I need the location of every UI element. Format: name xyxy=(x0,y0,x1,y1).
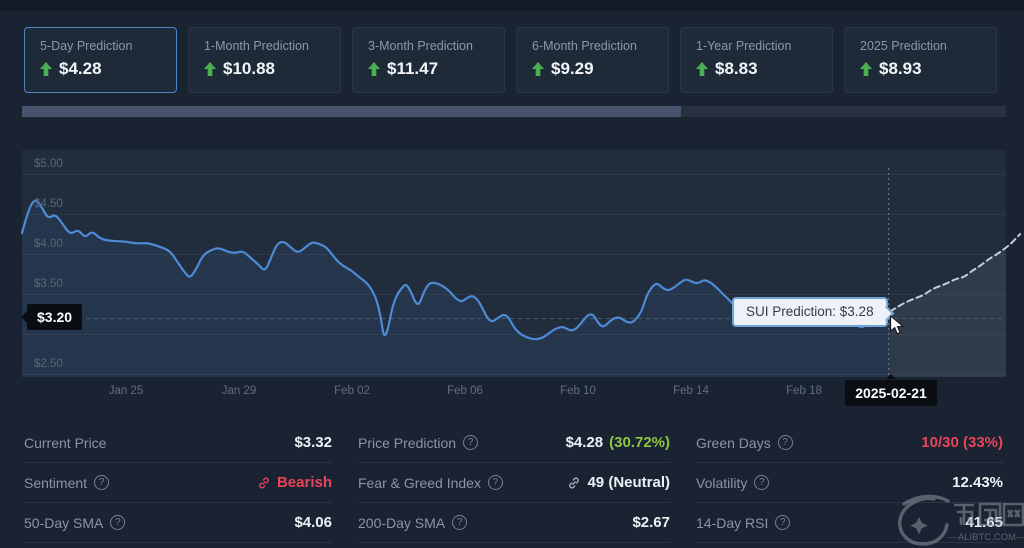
stat-value-link[interactable]: Bearish xyxy=(257,474,332,491)
svg-text:$2.50: $2.50 xyxy=(34,358,63,370)
card-value: $4.28 xyxy=(59,59,102,78)
chart-scrollbar-thumb[interactable] xyxy=(22,106,681,117)
card-label: 6-Month Prediction xyxy=(532,39,637,53)
up-arrow-icon xyxy=(532,62,544,76)
svg-text:Feb 14: Feb 14 xyxy=(673,385,709,397)
help-icon[interactable]: ? xyxy=(754,475,770,490)
stat-value: $4.06 xyxy=(294,514,332,531)
card-label: 3-Month Prediction xyxy=(368,39,473,53)
svg-text:$4.00: $4.00 xyxy=(34,238,63,250)
current-price-axis-tag: $3.20 xyxy=(20,304,83,330)
stat-14-day-rsi: 14-Day RSI? 41.65 xyxy=(696,503,1003,543)
card-label: 2025 Prediction xyxy=(860,39,947,53)
help-icon[interactable]: ? xyxy=(775,515,791,530)
stat-200-day-sma: 200-Day SMA? $2.67 xyxy=(358,503,670,543)
stat-fear-greed: Fear & Greed Index? 49 (Neutral) xyxy=(358,463,670,503)
stat-label: Sentiment xyxy=(24,474,88,491)
card-2025-prediction[interactable]: 2025 Prediction $8.93 xyxy=(844,27,997,93)
card-value: $8.93 xyxy=(879,59,922,78)
card-value: $8.83 xyxy=(715,59,758,78)
svg-text:Jan 25: Jan 25 xyxy=(109,385,144,397)
stat-value: $2.67 xyxy=(632,514,670,531)
card-label: 1-Month Prediction xyxy=(204,39,309,53)
help-icon[interactable]: ? xyxy=(110,515,126,530)
price-chart[interactable]: Jan 25 Jan 29 Feb 02 Feb 06 Feb 10 Feb 14 Feb … xyxy=(0,128,1024,418)
chart-scrollbar-track[interactable] xyxy=(22,106,1006,117)
up-arrow-icon xyxy=(204,62,216,76)
card-value: $9.29 xyxy=(551,59,594,78)
up-arrow-icon xyxy=(860,62,872,76)
top-strip xyxy=(0,0,1024,11)
stat-value: $3.32 xyxy=(294,434,332,451)
stat-label: Volatility xyxy=(696,474,748,491)
card-3-month-prediction[interactable]: 3-Month Prediction $11.47 xyxy=(352,27,505,93)
stat-label: 200-Day SMA xyxy=(358,514,446,531)
help-icon[interactable]: ? xyxy=(777,435,793,450)
stat-green-days: Green Days? 10/30 (33%) xyxy=(696,423,1003,463)
stat-label: Fear & Greed Index xyxy=(358,474,481,491)
help-icon[interactable]: ? xyxy=(463,435,479,450)
help-icon[interactable]: ? xyxy=(487,475,503,490)
svg-text:Feb 18: Feb 18 xyxy=(786,385,822,397)
watermark-logo: —ALIBTC.COM— xyxy=(898,494,1024,546)
stat-value: 41.65 xyxy=(965,514,1003,531)
stat-sentiment: Sentiment? Bearish xyxy=(24,463,332,503)
help-icon[interactable]: ? xyxy=(452,515,468,530)
up-arrow-icon xyxy=(40,62,52,76)
svg-text:Feb 06: Feb 06 xyxy=(447,385,483,397)
svg-text:Feb 10: Feb 10 xyxy=(560,385,596,397)
link-icon xyxy=(257,476,271,490)
stat-value-link[interactable]: 49 (Neutral) xyxy=(567,474,670,491)
stat-value: 10/30 (33%) xyxy=(921,434,1003,451)
card-6-month-prediction[interactable]: 6-Month Prediction $9.29 xyxy=(516,27,669,93)
prediction-cards: 5-Day Prediction $4.28 1-Month Predictio… xyxy=(24,27,997,93)
card-1-year-prediction[interactable]: 1-Year Prediction $8.83 xyxy=(680,27,833,93)
stat-value: $4.28 xyxy=(565,434,604,451)
stat-volatility: Volatility? 12.43% xyxy=(696,463,1003,503)
svg-text:$4.50: $4.50 xyxy=(34,198,63,210)
card-5-day-prediction[interactable]: 5-Day Prediction $4.28 xyxy=(24,27,177,93)
svg-text:Feb 02: Feb 02 xyxy=(334,385,370,397)
stats-grid: Current Price $3.32 Price Prediction? $4… xyxy=(24,423,1003,543)
stat-label: Green Days xyxy=(696,434,771,451)
stat-current-price: Current Price $3.32 xyxy=(24,423,332,463)
stat-50-day-sma: 50-Day SMA? $4.06 xyxy=(24,503,332,543)
svg-text:$3.50: $3.50 xyxy=(34,278,63,290)
stat-value: 12.43% xyxy=(952,474,1003,491)
help-icon[interactable]: ? xyxy=(94,475,110,490)
card-1-month-prediction[interactable]: 1-Month Prediction $10.88 xyxy=(188,27,341,93)
mouse-cursor-icon xyxy=(890,315,905,335)
stat-label: Current Price xyxy=(24,434,107,451)
up-arrow-icon xyxy=(696,62,708,76)
card-label: 1-Year Prediction xyxy=(696,39,792,53)
card-label: 5-Day Prediction xyxy=(40,39,133,53)
card-value: $11.47 xyxy=(387,59,439,78)
chart-tooltip: SUI Prediction: $3.28 xyxy=(732,297,888,327)
link-icon xyxy=(567,476,581,490)
watermark-domain: —ALIBTC.COM— xyxy=(948,532,1024,543)
svg-text:Jan 29: Jan 29 xyxy=(222,385,257,397)
svg-text:$5.00: $5.00 xyxy=(34,158,63,170)
card-value: $10.88 xyxy=(223,59,275,78)
stat-label: 50-Day SMA xyxy=(24,514,104,531)
stat-price-prediction: Price Prediction? $4.28 (30.72%) xyxy=(358,423,670,463)
stat-label: Price Prediction xyxy=(358,434,457,451)
up-arrow-icon xyxy=(368,62,380,76)
stat-value-percent: (30.72%) xyxy=(609,434,670,451)
date-marker-tag: 2025-02-21 xyxy=(845,374,937,406)
stat-label: 14-Day RSI xyxy=(696,514,769,531)
